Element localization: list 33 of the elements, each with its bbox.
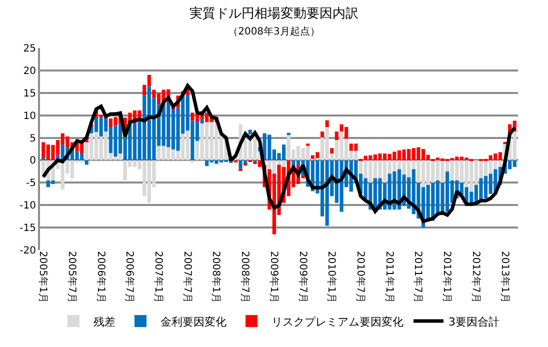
legend-label: リスクプレミアム要因変化: [272, 315, 404, 328]
chart-subtitle: （2008年3月起点）: [228, 25, 320, 38]
x-tick-label: 2006年1月: [94, 251, 107, 303]
y-tick-label: 20: [23, 66, 36, 77]
x-tick-label: 2013年1月: [498, 251, 511, 303]
y-tick-label: 15: [23, 88, 36, 100]
x-tick-label: 2005年7月: [66, 251, 78, 303]
legend-label: 金利要因変化: [160, 315, 226, 328]
x-tick-label: 2012年1月: [441, 251, 454, 303]
x-tick-label: 2010年7月: [354, 251, 366, 303]
x-tick-label: 2009年7月: [296, 251, 309, 303]
x-tick-label: 2008年1月: [210, 251, 222, 303]
y-tick-label: -20: [20, 246, 36, 256]
y-tick-label: 0: [30, 156, 36, 167]
x-tick-label: 2007年7月: [181, 251, 194, 303]
x-tick-label: 2012年7月: [470, 251, 482, 303]
chart-title: 実質ドル円相場変動要因内訳: [190, 5, 358, 22]
x-tick-label: 2006年7月: [124, 251, 136, 303]
y-tick-label: -10: [20, 200, 36, 212]
y-tick-label: -5: [26, 178, 36, 190]
x-tick-label: 2007年1月: [152, 251, 165, 303]
y-tick-label: 25: [23, 44, 36, 54]
x-tick-label: 2010年1月: [326, 251, 338, 303]
x-tick-label: 2005年1月: [37, 251, 50, 303]
legend-label: 残差: [94, 315, 116, 328]
x-tick-label: 2011年7月: [412, 251, 424, 303]
x-tick-label: 2011年1月: [383, 251, 396, 303]
x-tick-label: 2008年7月: [239, 251, 252, 303]
y-tick-label: 5: [30, 133, 36, 144]
y-tick-label: 10: [23, 110, 36, 122]
legend-label: 3要因合計: [448, 315, 500, 328]
x-tick-label: 2009年1月: [268, 251, 280, 303]
y-tick-label: -15: [20, 223, 36, 234]
